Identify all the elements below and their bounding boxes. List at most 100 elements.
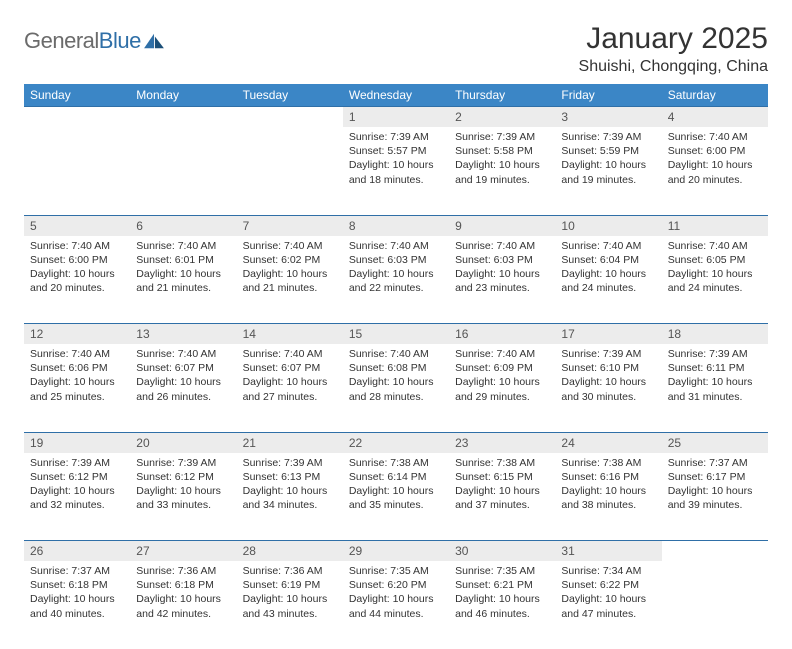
daylight-text: Daylight: 10 hours and 20 minutes.: [668, 158, 762, 186]
day-details: Sunrise: 7:40 AMSunset: 6:03 PMDaylight:…: [343, 236, 449, 302]
day-cell: Sunrise: 7:40 AMSunset: 6:06 PMDaylight:…: [24, 344, 130, 432]
sunset-text: Sunset: 5:59 PM: [561, 144, 655, 158]
day-number: 5: [24, 215, 130, 236]
daylight-text: Daylight: 10 hours and 25 minutes.: [30, 375, 124, 403]
week-body-row: Sunrise: 7:39 AMSunset: 6:12 PMDaylight:…: [24, 453, 768, 541]
day-number: 16: [449, 324, 555, 345]
day-number: 22: [343, 432, 449, 453]
sunset-text: Sunset: 6:18 PM: [30, 578, 124, 592]
week-daynum-row: 567891011: [24, 215, 768, 236]
sunset-text: Sunset: 6:07 PM: [136, 361, 230, 375]
day-cell: Sunrise: 7:37 AMSunset: 6:17 PMDaylight:…: [662, 453, 768, 541]
day-details: Sunrise: 7:40 AMSunset: 6:08 PMDaylight:…: [343, 344, 449, 410]
day-details: Sunrise: 7:39 AMSunset: 6:10 PMDaylight:…: [555, 344, 661, 410]
day-number: 27: [130, 541, 236, 562]
day-number: [662, 541, 768, 562]
day-number: 13: [130, 324, 236, 345]
day-cell: Sunrise: 7:36 AMSunset: 6:18 PMDaylight:…: [130, 561, 236, 649]
sunrise-text: Sunrise: 7:40 AM: [243, 347, 337, 361]
day-cell: Sunrise: 7:40 AMSunset: 6:04 PMDaylight:…: [555, 236, 661, 324]
day-cell: Sunrise: 7:40 AMSunset: 6:03 PMDaylight:…: [343, 236, 449, 324]
day-cell: Sunrise: 7:40 AMSunset: 6:00 PMDaylight:…: [24, 236, 130, 324]
sunrise-text: Sunrise: 7:39 AM: [668, 347, 762, 361]
day-cell: Sunrise: 7:39 AMSunset: 6:12 PMDaylight:…: [24, 453, 130, 541]
daylight-text: Daylight: 10 hours and 30 minutes.: [561, 375, 655, 403]
day-cell: Sunrise: 7:40 AMSunset: 6:05 PMDaylight:…: [662, 236, 768, 324]
logo: GeneralBlue: [24, 28, 165, 54]
day-details: Sunrise: 7:39 AMSunset: 5:57 PMDaylight:…: [343, 127, 449, 193]
sunset-text: Sunset: 6:01 PM: [136, 253, 230, 267]
daylight-text: Daylight: 10 hours and 47 minutes.: [561, 592, 655, 620]
daylight-text: Daylight: 10 hours and 38 minutes.: [561, 484, 655, 512]
week-body-row: Sunrise: 7:40 AMSunset: 6:06 PMDaylight:…: [24, 344, 768, 432]
week-body-row: Sunrise: 7:40 AMSunset: 6:00 PMDaylight:…: [24, 236, 768, 324]
day-details: Sunrise: 7:38 AMSunset: 6:15 PMDaylight:…: [449, 453, 555, 519]
sunrise-text: Sunrise: 7:40 AM: [30, 239, 124, 253]
day-details: Sunrise: 7:39 AMSunset: 5:58 PMDaylight:…: [449, 127, 555, 193]
day-number: 30: [449, 541, 555, 562]
logo-text: GeneralBlue: [24, 28, 141, 54]
day-number: 31: [555, 541, 661, 562]
page-header: GeneralBlue January 2025 Shuishi, Chongq…: [24, 22, 768, 76]
day-cell: Sunrise: 7:40 AMSunset: 6:02 PMDaylight:…: [237, 236, 343, 324]
day-details: Sunrise: 7:40 AMSunset: 6:06 PMDaylight:…: [24, 344, 130, 410]
daylight-text: Daylight: 10 hours and 29 minutes.: [455, 375, 549, 403]
sunrise-text: Sunrise: 7:40 AM: [136, 239, 230, 253]
day-details: Sunrise: 7:35 AMSunset: 6:21 PMDaylight:…: [449, 561, 555, 627]
sunrise-text: Sunrise: 7:36 AM: [136, 564, 230, 578]
sunset-text: Sunset: 6:06 PM: [30, 361, 124, 375]
sunset-text: Sunset: 6:05 PM: [668, 253, 762, 267]
week-body-row: Sunrise: 7:39 AMSunset: 5:57 PMDaylight:…: [24, 127, 768, 215]
sunset-text: Sunset: 6:20 PM: [349, 578, 443, 592]
logo-word-2: Blue: [99, 28, 141, 53]
day-details: Sunrise: 7:40 AMSunset: 6:03 PMDaylight:…: [449, 236, 555, 302]
logo-word-1: General: [24, 28, 99, 53]
sunset-text: Sunset: 6:02 PM: [243, 253, 337, 267]
sunset-text: Sunset: 6:12 PM: [136, 470, 230, 484]
day-cell: Sunrise: 7:38 AMSunset: 6:14 PMDaylight:…: [343, 453, 449, 541]
day-header: Sunday: [24, 84, 130, 107]
day-header-row: Sunday Monday Tuesday Wednesday Thursday…: [24, 84, 768, 107]
daylight-text: Daylight: 10 hours and 21 minutes.: [136, 267, 230, 295]
sunset-text: Sunset: 6:10 PM: [561, 361, 655, 375]
day-number: [237, 107, 343, 128]
day-number: [24, 107, 130, 128]
calendar-page: GeneralBlue January 2025 Shuishi, Chongq…: [0, 0, 792, 649]
daylight-text: Daylight: 10 hours and 23 minutes.: [455, 267, 549, 295]
daylight-text: Daylight: 10 hours and 39 minutes.: [668, 484, 762, 512]
day-details: Sunrise: 7:37 AMSunset: 6:18 PMDaylight:…: [24, 561, 130, 627]
day-number: 4: [662, 107, 768, 128]
daylight-text: Daylight: 10 hours and 43 minutes.: [243, 592, 337, 620]
day-number: 10: [555, 215, 661, 236]
day-cell: Sunrise: 7:38 AMSunset: 6:16 PMDaylight:…: [555, 453, 661, 541]
sunset-text: Sunset: 6:07 PM: [243, 361, 337, 375]
day-header: Thursday: [449, 84, 555, 107]
day-cell: Sunrise: 7:39 AMSunset: 6:11 PMDaylight:…: [662, 344, 768, 432]
day-number: 19: [24, 432, 130, 453]
sunrise-text: Sunrise: 7:36 AM: [243, 564, 337, 578]
sunset-text: Sunset: 6:22 PM: [561, 578, 655, 592]
daylight-text: Daylight: 10 hours and 42 minutes.: [136, 592, 230, 620]
sunrise-text: Sunrise: 7:35 AM: [349, 564, 443, 578]
day-cell: [24, 127, 130, 215]
sunset-text: Sunset: 6:03 PM: [349, 253, 443, 267]
day-number: 1: [343, 107, 449, 128]
title-block: January 2025 Shuishi, Chongqing, China: [579, 22, 768, 76]
day-number: 11: [662, 215, 768, 236]
day-cell: Sunrise: 7:40 AMSunset: 6:07 PMDaylight:…: [237, 344, 343, 432]
week-body-row: Sunrise: 7:37 AMSunset: 6:18 PMDaylight:…: [24, 561, 768, 649]
sunset-text: Sunset: 5:58 PM: [455, 144, 549, 158]
day-number: 20: [130, 432, 236, 453]
daylight-text: Daylight: 10 hours and 21 minutes.: [243, 267, 337, 295]
week-daynum-row: 19202122232425: [24, 432, 768, 453]
calendar-table: Sunday Monday Tuesday Wednesday Thursday…: [24, 84, 768, 649]
day-cell: Sunrise: 7:40 AMSunset: 6:03 PMDaylight:…: [449, 236, 555, 324]
day-details: Sunrise: 7:40 AMSunset: 6:00 PMDaylight:…: [24, 236, 130, 302]
day-cell: Sunrise: 7:34 AMSunset: 6:22 PMDaylight:…: [555, 561, 661, 649]
day-number: 23: [449, 432, 555, 453]
day-cell: Sunrise: 7:36 AMSunset: 6:19 PMDaylight:…: [237, 561, 343, 649]
day-details: Sunrise: 7:40 AMSunset: 6:02 PMDaylight:…: [237, 236, 343, 302]
day-number: 18: [662, 324, 768, 345]
daylight-text: Daylight: 10 hours and 40 minutes.: [30, 592, 124, 620]
daylight-text: Daylight: 10 hours and 20 minutes.: [30, 267, 124, 295]
